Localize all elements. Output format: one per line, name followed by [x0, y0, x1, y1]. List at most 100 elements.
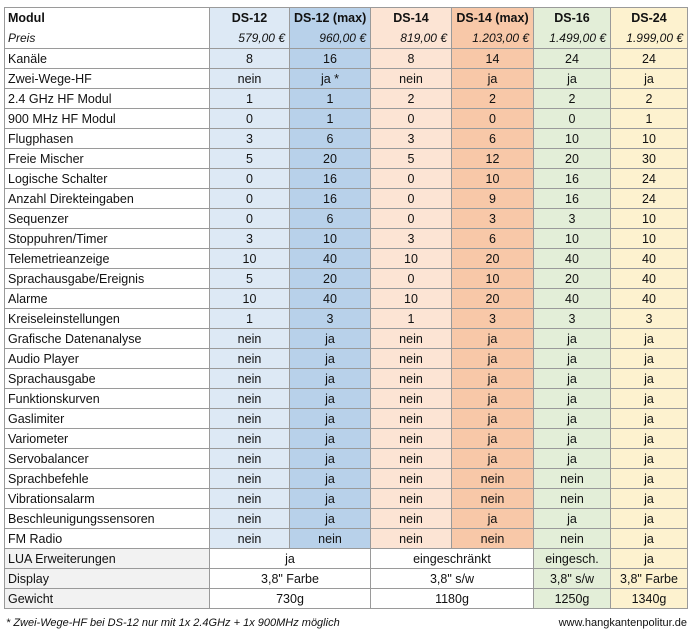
- table-cell: ja: [451, 408, 534, 429]
- table-row: Vibrationsalarm nein ja nein nein nein ja: [4, 488, 688, 509]
- table-row: 900 MHz HF Modul 0 1 0 0 0 1: [4, 108, 688, 129]
- table-cell: nein: [209, 448, 290, 469]
- table-cell: 5: [370, 148, 452, 169]
- website-credit: www.hangkantenpolitur.de: [558, 617, 687, 629]
- display-ds24: 3,8" Farbe: [610, 568, 688, 589]
- table-cell: ja: [610, 348, 688, 369]
- table-cell: 0: [370, 208, 452, 229]
- table-cell: nein: [370, 368, 452, 389]
- table-cell: ja: [533, 428, 611, 449]
- table-cell: ja: [610, 328, 688, 349]
- table-cell: ja: [451, 348, 534, 369]
- table-cell: 1: [209, 308, 290, 329]
- table-cell: 0: [370, 108, 452, 129]
- row-label: Flugphasen: [4, 128, 210, 149]
- table-cell: ja: [451, 328, 534, 349]
- weight-ds14: 1180g: [370, 588, 534, 609]
- table-cell: 20: [533, 148, 611, 169]
- row-label: Servobalancer: [4, 448, 210, 469]
- price-ds14: 819,00 €: [370, 28, 452, 49]
- table-row: FM Radio nein nein nein nein nein ja: [4, 528, 688, 549]
- row-label: Beschleunigungssensoren: [4, 508, 210, 529]
- table-row: Funktionskurven nein ja nein ja ja ja: [4, 388, 688, 409]
- table-row: Kreiseleinstellungen 1 3 1 3 3 3: [4, 308, 688, 329]
- row-label: Grafische Datenanalyse: [4, 328, 210, 349]
- table-cell: ja: [289, 328, 371, 349]
- table-cell: 2: [533, 88, 611, 109]
- table-cell: 40: [610, 248, 688, 269]
- table-cell: 20: [289, 268, 371, 289]
- header-ds12: DS-12: [209, 7, 290, 28]
- lua-ds14: eingeschränkt: [370, 548, 534, 569]
- header-ds14-max: DS-14 (max): [451, 7, 534, 28]
- header-row: Modul DS-12 DS-12 (max) DS-14 DS-14 (max…: [4, 7, 688, 28]
- table-row: Stoppuhren/Timer 3 10 3 6 10 10: [4, 228, 688, 249]
- row-label: Sprachausgabe: [4, 368, 210, 389]
- table-cell: ja: [289, 348, 371, 369]
- table-cell: 0: [209, 188, 290, 209]
- table-cell: ja: [289, 488, 371, 509]
- price-ds16: 1.499,00 €: [533, 28, 611, 49]
- table-cell: ja: [289, 448, 371, 469]
- table-cell: nein: [209, 328, 290, 349]
- table-row: Kanäle 8 16 8 14 24 24: [4, 48, 688, 69]
- table-cell: nein: [209, 488, 290, 509]
- table-cell: ja: [289, 508, 371, 529]
- table-cell: 1: [289, 108, 371, 129]
- row-label: Vibrationsalarm: [4, 488, 210, 509]
- table-cell: 0: [370, 168, 452, 189]
- lua-ds12: ja: [209, 548, 371, 569]
- table-cell: nein: [289, 528, 371, 549]
- footnote: * Zwei-Wege-HF bei DS-12 nur mit 1x 2.4G…: [6, 617, 340, 629]
- table-cell: 1: [289, 88, 371, 109]
- table-cell: nein: [370, 488, 452, 509]
- table-cell: ja: [451, 508, 534, 529]
- table-cell: 40: [289, 248, 371, 269]
- table-cell: ja: [610, 508, 688, 529]
- table-cell: ja: [610, 68, 688, 89]
- row-label: LUA Erweiterungen: [4, 548, 210, 569]
- table-cell: 3: [610, 308, 688, 329]
- row-label: Zwei-Wege-HF: [4, 68, 210, 89]
- table-row: Zwei-Wege-HF nein ja * nein ja ja ja: [4, 68, 688, 89]
- table-cell: 10: [209, 288, 290, 309]
- table-row: Sprachausgabe/Ereignis 5 20 0 10 20 40: [4, 268, 688, 289]
- table-cell: 0: [370, 188, 452, 209]
- table-row: Grafische Datenanalyse nein ja nein ja ja ja: [4, 328, 688, 349]
- table-cell: ja: [289, 428, 371, 449]
- header-preis: Preis: [4, 28, 210, 49]
- table-cell: nein: [370, 508, 452, 529]
- table-cell: 24: [610, 48, 688, 69]
- display-ds14: 3,8" s/w: [370, 568, 534, 589]
- table-cell: nein: [370, 388, 452, 409]
- table-cell: 40: [610, 268, 688, 289]
- table-cell: ja: [610, 528, 688, 549]
- table-cell: 10: [451, 268, 534, 289]
- table-cell: 3: [289, 308, 371, 329]
- table-row: Telemetrieanzeige 10 40 10 20 40 40: [4, 248, 688, 269]
- weight-ds12: 730g: [209, 588, 371, 609]
- table-cell: nein: [209, 388, 290, 409]
- table-cell: 6: [289, 128, 371, 149]
- price-ds12-max: 960,00 €: [289, 28, 371, 49]
- table-row: Variometer nein ja nein ja ja ja: [4, 428, 688, 449]
- table-row: Gaslimiter nein ja nein ja ja ja: [4, 408, 688, 429]
- table-cell: 1: [209, 88, 290, 109]
- table-cell: ja: [289, 408, 371, 429]
- table-cell: ja: [451, 448, 534, 469]
- table-cell: nein: [209, 348, 290, 369]
- row-label: Sprachausgabe/Ereignis: [4, 268, 210, 289]
- row-label: Variometer: [4, 428, 210, 449]
- table-cell: 8: [209, 48, 290, 69]
- table-row: Servobalancer nein ja nein ja ja ja: [4, 448, 688, 469]
- table-cell: 9: [451, 188, 534, 209]
- row-label: Gaslimiter: [4, 408, 210, 429]
- table-cell: 6: [289, 208, 371, 229]
- table-cell: 20: [451, 248, 534, 269]
- table-cell: 3: [533, 208, 611, 229]
- table-cell: 10: [209, 248, 290, 269]
- table-cell: 6: [451, 128, 534, 149]
- table-cell: 16: [533, 188, 611, 209]
- table-cell: 0: [370, 268, 452, 289]
- table-cell: nein: [209, 68, 290, 89]
